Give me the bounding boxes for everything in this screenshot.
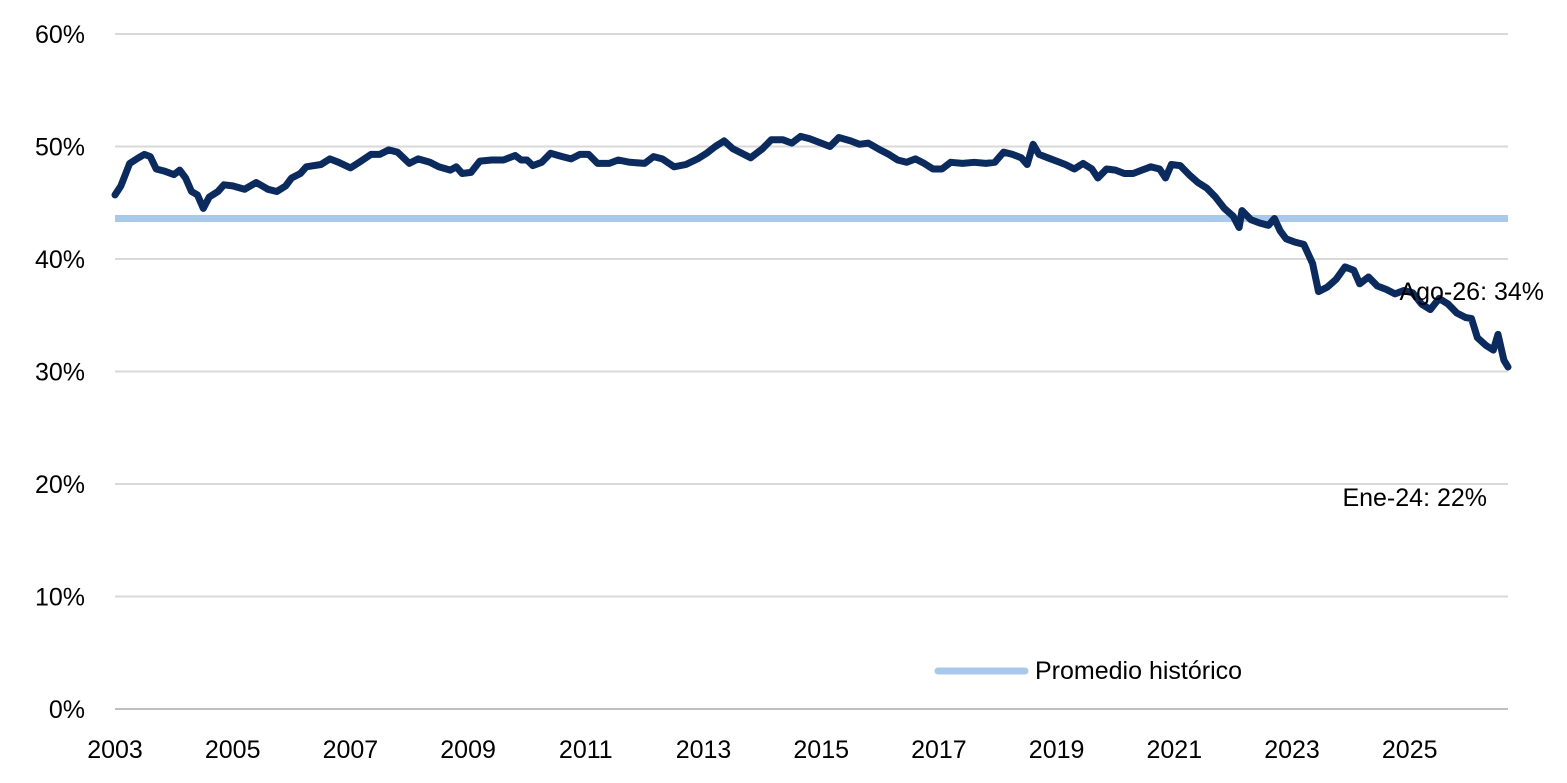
annotation-minimum: Ene-24: 22% — [1342, 484, 1487, 512]
y-tick-label: 0% — [49, 696, 85, 724]
x-tick-label: 2019 — [1029, 736, 1085, 764]
y-axis-ticks: 0% 10% 20% 30% 40% 50% 60% — [35, 21, 85, 724]
x-tick-label: 2003 — [87, 736, 143, 764]
x-tick-label: 2021 — [1147, 736, 1203, 764]
legend: Promedio histórico — [934, 657, 1242, 685]
annotation-latest: Ago-26: 34% — [1399, 278, 1544, 306]
x-tick-label: 2015 — [793, 736, 849, 764]
series-line — [111, 132, 1512, 371]
x-axis-ticks: 2003 2005 2007 2009 2011 2013 2015 2017 2019 2021… — [87, 736, 1437, 764]
x-tick-label: 2009 — [440, 736, 496, 764]
y-tick-label: 10% — [35, 584, 85, 612]
y-tick-label: 60% — [35, 21, 85, 49]
y-tick-label: 30% — [35, 359, 85, 387]
x-tick-label: 2007 — [323, 736, 379, 764]
y-tick-label: 40% — [35, 246, 85, 274]
legend-label: Promedio histórico — [1035, 657, 1242, 685]
x-tick-label: 2023 — [1264, 736, 1320, 764]
x-tick-label: 2025 — [1382, 736, 1438, 764]
y-tick-label: 50% — [35, 134, 85, 162]
y-tick-label: 20% — [35, 471, 85, 499]
x-tick-label: 2011 — [559, 736, 613, 764]
x-tick-label: 2017 — [911, 736, 967, 764]
x-tick-label: 2005 — [205, 736, 261, 764]
x-tick-label: 2013 — [676, 736, 732, 764]
annotations: Ago-26: 34% Ene-24: 22% — [1342, 278, 1544, 512]
gridlines — [115, 33, 1508, 710]
